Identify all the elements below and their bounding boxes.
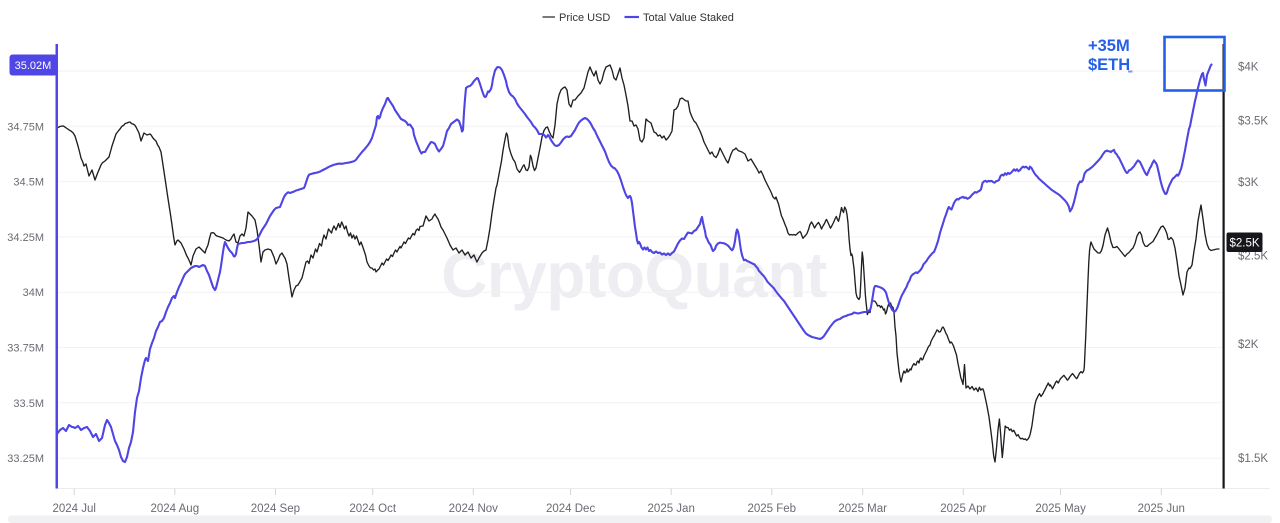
svg-text:2025 Jan: 2025 Jan — [648, 503, 695, 515]
svg-text:$2.5K: $2.5K — [1229, 238, 1259, 250]
svg-text:34M: 34M — [23, 287, 44, 299]
svg-text:$4K: $4K — [1238, 62, 1259, 74]
svg-text:2025 Apr: 2025 Apr — [940, 503, 986, 515]
svg-text:2024 Dec: 2024 Dec — [546, 503, 595, 515]
svg-text:2025 Feb: 2025 Feb — [747, 503, 796, 515]
svg-text:33.25M: 33.25M — [7, 453, 44, 465]
svg-text:34.75M: 34.75M — [7, 121, 44, 133]
svg-text:2025 Jun: 2025 Jun — [1138, 503, 1185, 515]
svg-text:2025 Mar: 2025 Mar — [838, 503, 887, 515]
svg-text:33.5M: 33.5M — [13, 398, 44, 410]
svg-text:$3.5K: $3.5K — [1238, 116, 1268, 128]
svg-text:2024 Jul: 2024 Jul — [52, 503, 95, 515]
svg-text:35.02M: 35.02M — [15, 60, 52, 72]
svg-text:+35M: +35M — [1088, 37, 1130, 55]
svg-text:2024 Oct: 2024 Oct — [349, 503, 396, 515]
svg-text:$2K: $2K — [1238, 339, 1259, 351]
svg-text:34.25M: 34.25M — [7, 232, 44, 244]
svg-text:34.5M: 34.5M — [13, 177, 44, 189]
svg-text:2024 Sep: 2024 Sep — [251, 503, 300, 515]
svg-text:$2.5K: $2.5K — [1238, 251, 1268, 263]
svg-text:Price USD: Price USD — [559, 12, 610, 24]
svg-text:2024 Aug: 2024 Aug — [150, 503, 199, 515]
svg-text:Total Value Staked: Total Value Staked — [643, 12, 734, 24]
svg-text:$1.5K: $1.5K — [1238, 453, 1268, 465]
svg-text:2024 Nov: 2024 Nov — [449, 503, 498, 515]
svg-text:CryptoQuant: CryptoQuant — [441, 239, 827, 311]
svg-text:$3K: $3K — [1238, 177, 1259, 189]
svg-text:33.75M: 33.75M — [7, 343, 44, 355]
svg-text:$ETH: $ETH — [1088, 56, 1130, 74]
svg-text:2025 May: 2025 May — [1035, 503, 1086, 515]
